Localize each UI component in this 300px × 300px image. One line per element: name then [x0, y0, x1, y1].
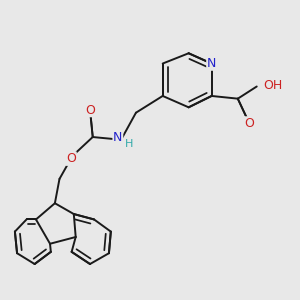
- Text: O: O: [66, 152, 76, 165]
- Text: H: H: [125, 139, 134, 149]
- Text: OH: OH: [263, 79, 283, 92]
- Text: O: O: [244, 117, 254, 130]
- Text: O: O: [85, 103, 95, 116]
- Text: N: N: [207, 57, 216, 70]
- Text: N: N: [113, 131, 122, 144]
